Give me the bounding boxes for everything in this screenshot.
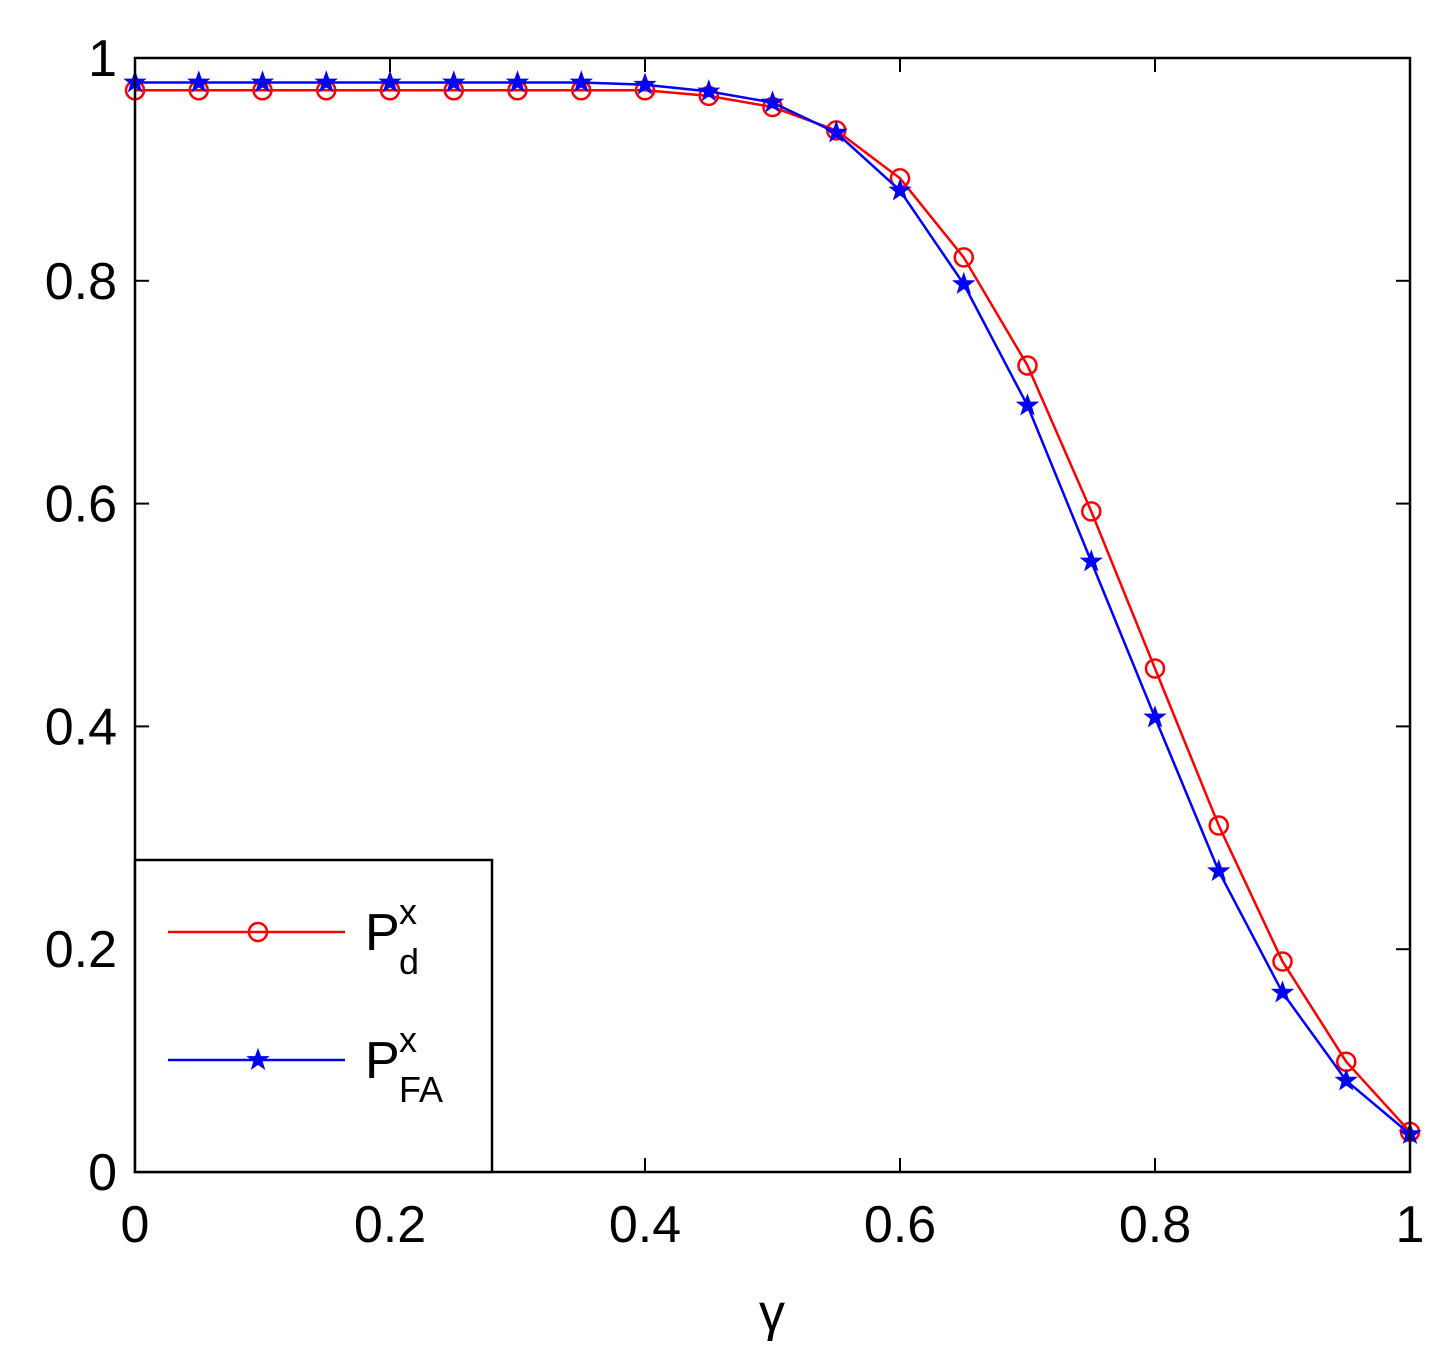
marker — [314, 70, 338, 93]
x-tick-label: 0.6 — [864, 1196, 936, 1254]
y-tick-label: 0.6 — [45, 476, 117, 534]
legend-sub: FA — [399, 1069, 443, 1110]
marker — [1017, 355, 1038, 376]
plot-frame — [133, 56, 1412, 1174]
x-tick-label: 0.2 — [354, 1196, 426, 1254]
marker — [633, 72, 657, 95]
legend-sub: d — [399, 941, 419, 982]
marker — [1207, 858, 1231, 882]
marker — [760, 90, 785, 113]
marker — [1015, 393, 1040, 416]
marker — [246, 1047, 270, 1070]
marker — [569, 70, 593, 93]
marker — [888, 178, 912, 201]
x-tick-label: 0 — [121, 1196, 150, 1254]
marker — [442, 70, 466, 93]
legend-box — [133, 858, 494, 1174]
legend-sup: x — [399, 891, 417, 932]
legend-label: Px FA — [365, 1019, 443, 1110]
marker — [824, 120, 848, 143]
marker — [1208, 815, 1229, 836]
legend-label: Px d — [365, 891, 419, 982]
marker — [953, 247, 974, 268]
y-tick-label: 0 — [88, 1144, 117, 1202]
marker — [1270, 980, 1295, 1003]
legend-base: P — [365, 1032, 400, 1090]
marker — [697, 79, 721, 102]
marker — [952, 271, 976, 295]
marker — [505, 70, 530, 93]
x-axis-label: γ — [759, 1284, 785, 1342]
marker — [250, 70, 275, 93]
marker — [1272, 951, 1293, 972]
marker — [1144, 658, 1166, 679]
marker — [378, 70, 402, 93]
marker — [1334, 1068, 1358, 1091]
x-tick-label: 0.4 — [609, 1196, 681, 1254]
legend-base: P — [365, 904, 400, 962]
marker — [1081, 501, 1102, 522]
x-tick-label: 1 — [1396, 1196, 1425, 1254]
y-tick-label: 0.2 — [45, 921, 117, 979]
legend-sup: x — [399, 1019, 417, 1060]
y-tick-label: 0.8 — [45, 253, 117, 311]
marker — [1143, 705, 1167, 728]
marker — [187, 70, 211, 93]
y-tick-label: 1 — [88, 30, 117, 88]
marker — [1079, 549, 1103, 572]
marker — [247, 921, 269, 943]
y-tick-label: 0.4 — [45, 698, 117, 756]
x-tick-label: 0.8 — [1119, 1196, 1191, 1254]
